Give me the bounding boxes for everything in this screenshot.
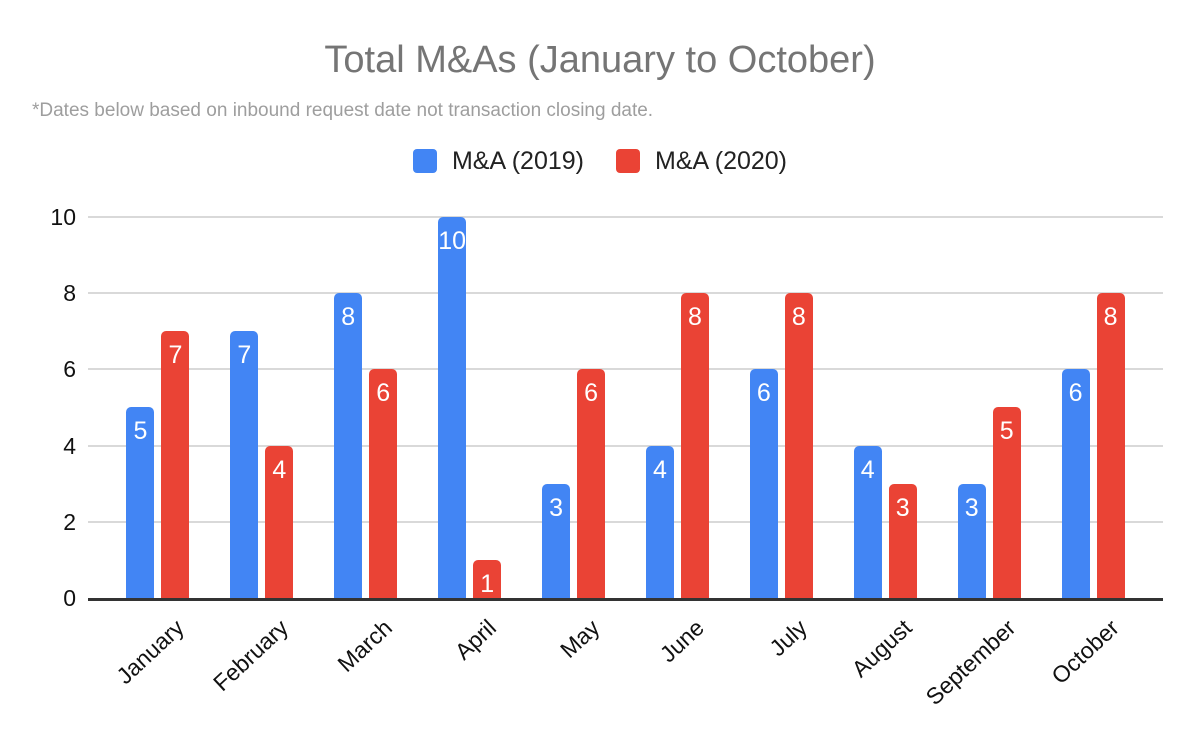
chart-legend: M&A (2019) M&A (2020) [0, 148, 1200, 174]
chart-title: Total M&As (January to October) [324, 39, 876, 81]
bar-september-2019: 3 [957, 484, 986, 598]
bar-value-label: 6 [584, 379, 598, 407]
bar-value-label: 4 [272, 456, 287, 484]
bar-value-label: 6 [376, 379, 391, 407]
gridline [88, 520, 1163, 523]
bar-january-2020: 7 [161, 331, 190, 598]
bar-value-label: 7 [168, 341, 183, 369]
bar-august-2019: 4 [853, 446, 882, 598]
bar-april-2020: 1 [473, 560, 502, 598]
bar-august-2020: 3 [888, 484, 917, 598]
x-category-label-august: August [846, 614, 917, 683]
y-tick-label-0: 0 [63, 585, 76, 611]
bar-value-label: 3 [964, 494, 979, 522]
bar-value-label: 8 [687, 303, 702, 331]
bar-october-2020: 8 [1096, 293, 1125, 598]
legend-label: M&A (2019) [451, 147, 584, 175]
legend-swatch-icon [412, 149, 437, 173]
bar-value-label: 8 [341, 303, 356, 331]
bar-value-label: 8 [1103, 303, 1118, 331]
bar-february-2020: 4 [265, 446, 294, 598]
y-tick-label-4: 4 [63, 432, 76, 459]
gridline [88, 216, 1163, 218]
chart-subtitle: *Dates below based on inbound request da… [32, 100, 654, 121]
bar-january-2019: 5 [126, 407, 155, 598]
y-tick-label-2: 2 [63, 508, 76, 535]
gridline [88, 368, 1163, 371]
bar-value-label: 4 [652, 456, 667, 484]
x-category-label-september: September [920, 614, 1021, 711]
x-category-label-october: October [1046, 614, 1125, 690]
bar-june-2020: 8 [680, 293, 709, 598]
bar-value-label: 6 [756, 379, 771, 407]
bar-value-label: 10 [438, 227, 467, 255]
bar-value-label: 5 [999, 417, 1014, 445]
bar-may-2020: 6 [577, 369, 606, 598]
bar-value-label: 3 [895, 494, 910, 522]
bar-march-2019: 8 [334, 293, 363, 598]
bar-value-label: 5 [133, 417, 148, 445]
bar-value-label: 4 [860, 456, 875, 484]
x-category-label-april: April [449, 614, 501, 665]
y-tick-label-8: 8 [63, 280, 76, 307]
bar-february-2019: 7 [230, 331, 259, 598]
legend-item-ma-2020: M&A (2020) [616, 148, 787, 174]
x-category-label-july: July [764, 614, 813, 662]
bar-value-label: 3 [549, 494, 563, 522]
x-category-label-may: May [555, 614, 605, 663]
gridline [88, 444, 1163, 447]
bar-may-2019: 3 [542, 484, 571, 598]
bar-june-2019: 4 [645, 446, 674, 598]
legend-item-ma-2019: M&A (2019) [412, 147, 584, 175]
y-tick-label-10: 10 [50, 204, 76, 230]
bar-july-2020: 8 [784, 293, 813, 598]
x-category-label-february: February [207, 614, 293, 697]
bar-september-2020: 5 [992, 407, 1021, 598]
legend-label: M&A (2020) [655, 147, 788, 175]
bar-value-label: 1 [480, 570, 495, 598]
legend-swatch-icon [616, 149, 640, 173]
bar-value-label: 6 [1068, 379, 1083, 407]
bar-value-label: 8 [791, 303, 806, 331]
bar-march-2020: 6 [369, 369, 398, 598]
bar-april-2019: 10 [438, 217, 467, 598]
x-axis-baseline [88, 598, 1163, 601]
gridline [88, 292, 1163, 295]
x-category-label-january: January [111, 614, 190, 690]
y-tick-label-6: 6 [63, 356, 76, 383]
x-category-label-march: March [332, 614, 397, 677]
bar-july-2019: 6 [749, 369, 778, 598]
bar-october-2019: 6 [1061, 369, 1090, 598]
x-category-label-june: June [654, 614, 709, 668]
bar-value-label: 7 [237, 341, 252, 369]
